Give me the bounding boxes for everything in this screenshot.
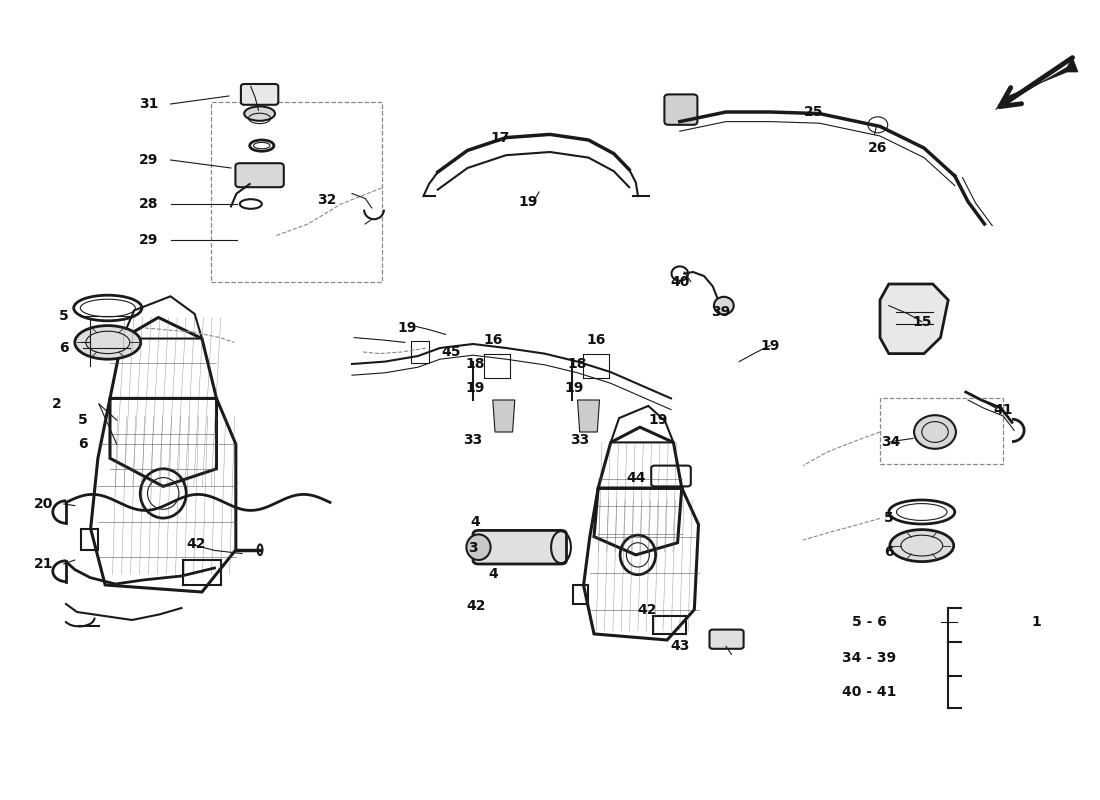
- Polygon shape: [996, 58, 1078, 110]
- Text: 19: 19: [564, 381, 584, 395]
- Bar: [880, 398, 1003, 464]
- Ellipse shape: [75, 326, 141, 359]
- Text: 4: 4: [488, 567, 497, 582]
- Text: 26: 26: [868, 141, 888, 155]
- Polygon shape: [880, 284, 948, 354]
- Text: 17: 17: [491, 130, 510, 145]
- Text: 18: 18: [465, 357, 485, 371]
- Text: 19: 19: [760, 338, 780, 353]
- Text: 18: 18: [568, 357, 587, 371]
- Text: 16: 16: [586, 333, 606, 347]
- Text: 5: 5: [884, 511, 893, 526]
- Text: 16: 16: [483, 333, 503, 347]
- Text: 40: 40: [670, 274, 690, 289]
- Bar: [211, 102, 382, 282]
- Text: 6: 6: [78, 437, 87, 451]
- Text: 33: 33: [463, 433, 483, 447]
- Text: 29: 29: [139, 153, 158, 167]
- Ellipse shape: [244, 106, 275, 121]
- Text: 29: 29: [139, 233, 158, 247]
- Text: 39: 39: [711, 305, 730, 319]
- Text: 28: 28: [139, 197, 158, 211]
- Text: 42: 42: [466, 599, 486, 614]
- Text: 34 - 39: 34 - 39: [842, 650, 896, 665]
- Text: 44: 44: [626, 471, 646, 486]
- Text: 3: 3: [469, 541, 477, 555]
- FancyBboxPatch shape: [241, 84, 278, 105]
- Text: 34: 34: [881, 434, 901, 449]
- Text: 33: 33: [570, 433, 590, 447]
- FancyBboxPatch shape: [473, 530, 566, 564]
- Ellipse shape: [714, 297, 734, 314]
- Text: 1: 1: [1032, 615, 1041, 630]
- FancyBboxPatch shape: [664, 94, 697, 125]
- Text: 5: 5: [78, 413, 87, 427]
- Text: 5 - 6: 5 - 6: [851, 615, 887, 630]
- Text: 32: 32: [317, 193, 337, 207]
- Ellipse shape: [914, 415, 956, 449]
- Text: 5: 5: [59, 309, 68, 323]
- Polygon shape: [493, 400, 515, 432]
- Text: 43: 43: [670, 639, 690, 654]
- Text: 2: 2: [53, 397, 62, 411]
- Text: 31: 31: [139, 97, 158, 111]
- Text: 6: 6: [59, 341, 68, 355]
- Text: 45: 45: [441, 345, 461, 359]
- Text: 42: 42: [186, 537, 206, 551]
- Text: 19: 19: [397, 321, 417, 335]
- Text: 42: 42: [637, 602, 657, 617]
- Text: 19: 19: [518, 194, 538, 209]
- Ellipse shape: [890, 530, 954, 562]
- Ellipse shape: [466, 534, 491, 560]
- Text: 25: 25: [804, 105, 824, 119]
- Text: 15: 15: [912, 314, 932, 329]
- Text: 4: 4: [471, 515, 480, 530]
- Text: 21: 21: [34, 557, 54, 571]
- Polygon shape: [578, 400, 600, 432]
- Text: 40 - 41: 40 - 41: [842, 685, 896, 699]
- Text: 19: 19: [648, 413, 668, 427]
- FancyBboxPatch shape: [235, 163, 284, 187]
- Text: 20: 20: [34, 497, 54, 511]
- Text: 41: 41: [993, 402, 1013, 417]
- FancyBboxPatch shape: [710, 630, 744, 649]
- Text: 19: 19: [465, 381, 485, 395]
- Text: 6: 6: [884, 545, 893, 559]
